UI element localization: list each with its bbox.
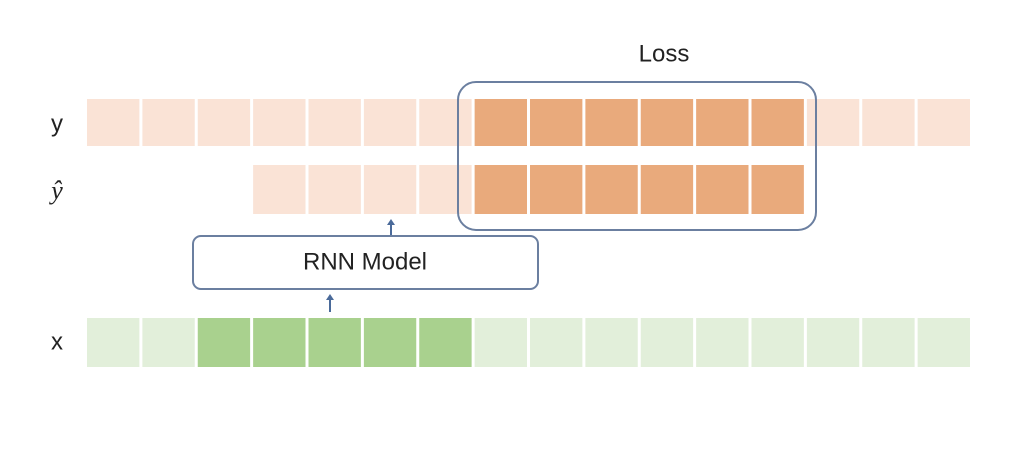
arrow-head <box>326 294 334 300</box>
cell <box>862 99 915 146</box>
cell <box>363 99 417 146</box>
cell <box>530 99 583 146</box>
loss-box <box>457 81 817 231</box>
cell <box>917 99 970 146</box>
cell <box>419 165 472 214</box>
cell <box>696 165 749 214</box>
cell <box>585 318 638 367</box>
y-label: y <box>51 110 63 137</box>
cell <box>474 318 527 367</box>
cell <box>862 318 915 367</box>
cell <box>530 318 583 367</box>
loss-label: Loss <box>639 40 690 67</box>
cell <box>806 318 860 367</box>
cell <box>751 165 804 214</box>
cell <box>474 99 527 146</box>
cell <box>917 318 970 367</box>
cell <box>530 165 583 214</box>
cell <box>585 165 638 214</box>
cell <box>87 99 140 146</box>
cell <box>585 99 638 146</box>
cell <box>253 165 306 214</box>
cell <box>419 318 472 367</box>
cells <box>87 99 970 367</box>
cell <box>640 318 694 367</box>
cell <box>640 99 694 146</box>
cell <box>751 99 804 146</box>
cell <box>751 318 804 367</box>
arrow-head <box>387 219 395 225</box>
y-hat-label: ŷ <box>48 176 63 205</box>
cell <box>474 165 527 214</box>
cell <box>640 165 694 214</box>
cell <box>253 318 306 367</box>
cell <box>308 318 361 367</box>
cell <box>696 99 749 146</box>
model-box <box>192 235 539 290</box>
cell <box>363 165 417 214</box>
cell <box>197 99 251 146</box>
cell <box>419 99 472 146</box>
cell <box>363 318 417 367</box>
cell <box>87 318 140 367</box>
cell <box>696 318 749 367</box>
model-label: RNN Model <box>303 248 427 275</box>
cell <box>806 99 860 146</box>
cell <box>308 165 361 214</box>
cell <box>142 318 195 367</box>
cell <box>197 318 251 367</box>
x-label: x <box>51 328 63 355</box>
cell <box>253 99 306 146</box>
cell <box>308 99 361 146</box>
cell <box>142 99 195 146</box>
